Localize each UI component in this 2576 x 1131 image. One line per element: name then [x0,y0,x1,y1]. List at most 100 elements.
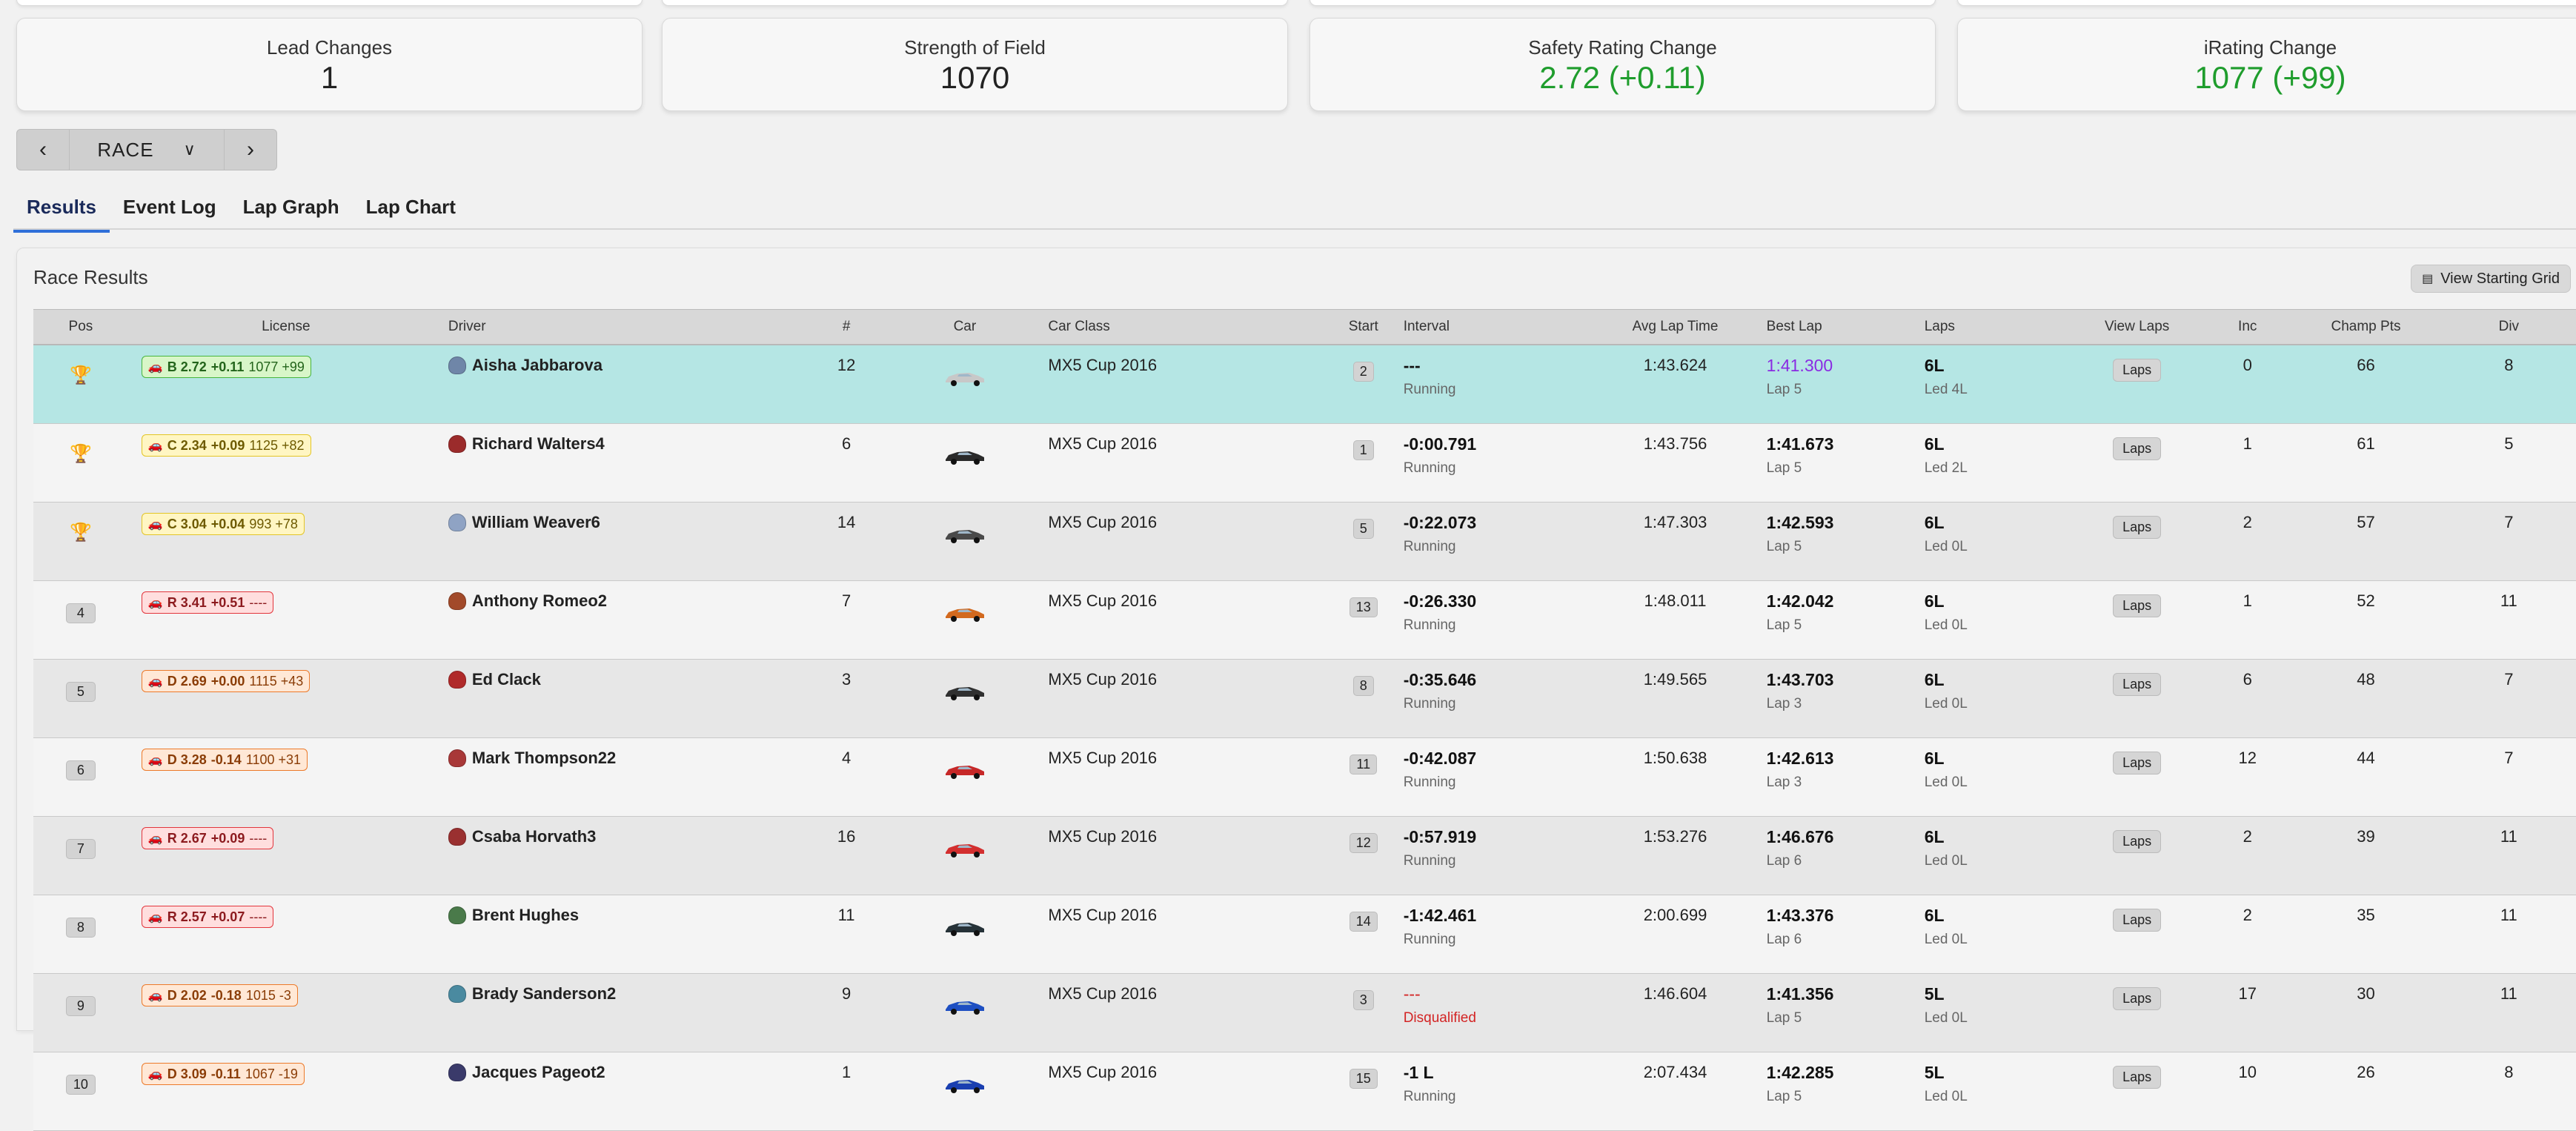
cell-inc: 2 [2204,502,2291,581]
interval-value: -0:26.330 [1403,591,1477,611]
col-driver[interactable]: Driver [443,309,807,345]
col-number[interactable]: # [806,309,886,345]
cell-number: 4 [806,737,886,817]
view-laps-button[interactable]: Laps [2113,594,2162,617]
view-laps-button[interactable]: Laps [2113,830,2162,853]
cell-view-laps: Laps [2070,895,2205,974]
tab-results[interactable]: Results [13,193,110,233]
car-icon: 🚗 [147,440,163,452]
col-license[interactable]: License [127,309,444,345]
avg-lap-time: 1:48.011 [1644,591,1707,610]
champ-points: 44 [2357,749,2375,767]
license-sr: R 2.57 [167,909,207,924]
view-laps-button[interactable]: Laps [2113,516,2162,539]
driver-link[interactable]: Richard Walters4 [448,434,605,454]
view-laps-button[interactable]: Laps [2113,909,2162,932]
col-inc[interactable]: Inc [2204,309,2291,345]
driver-link[interactable]: Anthony Romeo2 [448,591,607,611]
table-row[interactable]: 10 🚗 D 3.09 -0.11 1067 -19 Jacques Pageo… [33,1052,2576,1131]
next-session-button[interactable]: › [224,129,277,170]
cell-number: 6 [806,423,886,503]
cell-avg-lap: 1:48.011 [1588,580,1762,660]
start-position: 13 [1349,597,1378,617]
driver-link[interactable]: Csaba Horvath3 [448,827,596,846]
start-position: 11 [1350,754,1378,775]
previous-session-button[interactable]: ‹ [16,129,70,170]
view-starting-grid-button[interactable]: ▤ View Starting Grid [2411,265,2571,293]
col-champ-pts[interactable]: Champ Pts [2291,309,2441,345]
cell-champ-pts: 39 [2291,816,2441,895]
driver-link[interactable]: Ed Clack [448,670,541,689]
table-row[interactable]: 8 🚗 R 2.57 +0.07 ---- Brent Hughes 11 [33,895,2576,974]
grid-icon: ▤ [2422,273,2434,285]
champ-points: 26 [2357,1063,2375,1081]
driver-link[interactable]: Jacques Pageot2 [448,1063,605,1082]
view-laps-button[interactable]: Laps [2113,1066,2162,1089]
cell-laps: 6L Led 0L [1919,816,2071,895]
driver-name: William Weaver6 [471,513,600,531]
table-row[interactable]: 9 🚗 D 2.02 -0.18 1015 -3 Brady Sanderson… [33,973,2576,1052]
table-row[interactable]: 6 🚗 D 3.28 -0.14 1100 +31 Mark Thompson2… [33,737,2576,817]
view-laps-button[interactable]: Laps [2113,359,2162,382]
division: 8 [2504,356,2514,374]
license-badge: 🚗 R 2.57 +0.07 ---- [141,906,274,928]
tab-event-log[interactable]: Event Log [122,196,216,218]
table-row[interactable]: 🏆 🚗 B 2.72 +0.11 1077 +99 Aisha Jabbarov… [33,345,2576,424]
chevron-left-icon: ‹ [39,137,47,162]
tab-lap-chart[interactable]: Lap Chart [365,196,456,218]
cell-interval: -1 L Running [1398,1052,1589,1131]
driver-link[interactable]: Brent Hughes [448,906,579,925]
col-best-lap[interactable]: Best Lap [1762,309,1920,345]
avg-lap-time: 2:00.699 [1643,906,1707,924]
driver-link[interactable]: Mark Thompson22 [448,749,616,768]
col-car-class[interactable]: Car Class [1043,309,1328,345]
previous-cards-edge [0,0,2576,7]
cell-car-class: MX5 Cup 2016 [1043,895,1328,974]
start-position: 14 [1349,912,1378,932]
license-sr-change: -0.11 [210,1066,241,1081]
cell-best-lap: 1:42.042 Lap 5 [1762,580,1920,660]
cell-interval: -0:26.330 Running [1398,580,1589,660]
laps-led: Led 0L [1924,696,1968,712]
tab-lap-graph[interactable]: Lap Graph [242,196,339,218]
col-start[interactable]: Start [1327,309,1399,345]
cell-driver: Aisha Jabbarova [443,345,807,424]
cell-div: 7 [2440,659,2576,738]
session-select[interactable]: RACE ∨ [70,129,224,170]
table-row[interactable]: 5 🚗 D 2.69 +0.00 1115 +43 Ed Clack 3 [33,659,2576,738]
champ-points: 57 [2357,513,2375,531]
car-number: 6 [841,434,852,453]
view-laps-button[interactable]: Laps [2113,437,2162,460]
driver-link[interactable]: William Weaver6 [448,513,600,532]
col-laps[interactable]: Laps [1919,309,2071,345]
start-position: 1 [1352,440,1374,460]
cell-interval: -0:22.073 Running [1398,502,1589,581]
best-lap-time: 1:41.300 [1766,356,1833,375]
table-row[interactable]: 🏆 🚗 C 2.34 +0.09 1125 +82 Richard Walter… [33,423,2576,503]
col-car[interactable]: Car [886,309,1044,345]
stat-irating-change: iRating Change 1077 (+99) [1957,18,2576,111]
cell-inc: 1 [2204,580,2291,660]
driver-link[interactable]: Aisha Jabbarova [448,356,602,375]
driver-link[interactable]: Brady Sanderson2 [448,984,616,1004]
col-pos[interactable]: Pos [33,309,128,345]
cell-car-class: MX5 Cup 2016 [1043,423,1328,503]
view-laps-button[interactable]: Laps [2113,752,2162,775]
col-avg-lap-time[interactable]: Avg Lap Time [1588,309,1762,345]
table-row[interactable]: 7 🚗 R 2.67 +0.09 ---- Csaba Horvath3 16 [33,816,2576,895]
status-text: Running [1403,617,1456,633]
table-row[interactable]: 🏆 🚗 C 3.04 +0.04 993 +78 William Weaver6… [33,502,2576,581]
car-icon [945,1080,984,1093]
laps-completed: 6L [1924,670,1945,689]
table-row[interactable]: 4 🚗 R 3.41 +0.51 ---- Anthony Romeo2 7 [33,580,2576,660]
view-laps-button[interactable]: Laps [2113,673,2162,696]
col-view-laps[interactable]: View Laps [2070,309,2205,345]
helmet-icon [448,985,466,1003]
driver-name: Jacques Pageot2 [471,1063,605,1081]
col-interval[interactable]: Interval [1398,309,1589,345]
cell-interval: --- Running [1398,345,1589,424]
license-irating: 1125 +82 [249,437,305,453]
view-laps-button[interactable]: Laps [2113,987,2162,1010]
best-lap-time: 1:42.042 [1766,591,1834,611]
col-div[interactable]: Div [2440,309,2576,345]
